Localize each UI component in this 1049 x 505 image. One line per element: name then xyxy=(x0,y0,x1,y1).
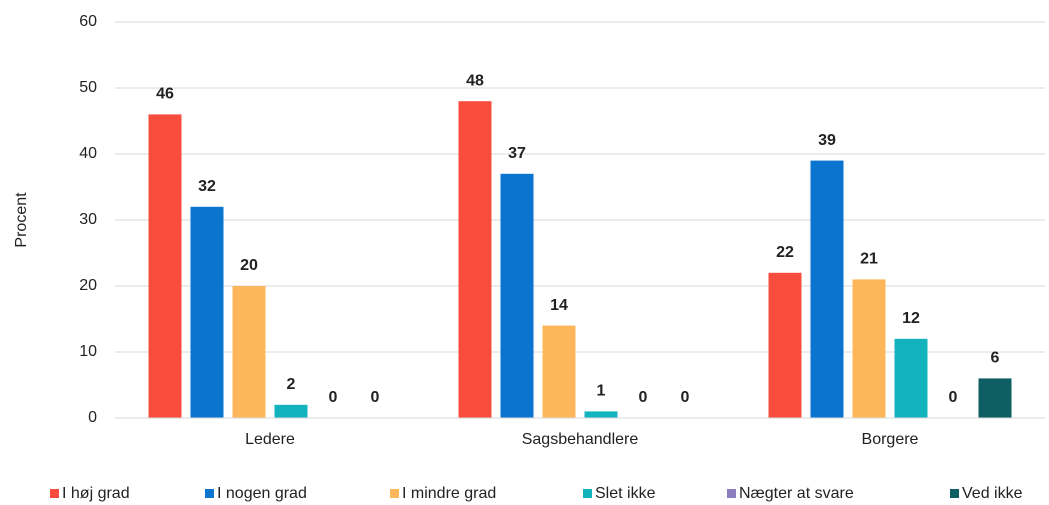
bar xyxy=(148,114,182,419)
data-label: 14 xyxy=(550,297,568,314)
y-tick-label: 10 xyxy=(79,343,97,360)
y-tick-label: 0 xyxy=(88,409,97,426)
bar xyxy=(894,338,928,418)
data-label: 22 xyxy=(776,244,794,261)
data-label: 12 xyxy=(902,310,920,327)
y-tick-label: 30 xyxy=(79,211,97,228)
y-tick-label: 60 xyxy=(79,13,97,30)
legend-marker xyxy=(583,489,592,498)
legend-label: I mindre grad xyxy=(402,485,496,502)
legend-label: I høj grad xyxy=(62,485,130,502)
legend-label: Nægter at svare xyxy=(739,485,854,502)
data-label: 0 xyxy=(949,389,958,406)
legend-marker xyxy=(205,489,214,498)
data-label: 0 xyxy=(329,389,338,406)
data-label: 0 xyxy=(681,389,690,406)
data-label: 46 xyxy=(156,86,174,103)
y-tick-label: 20 xyxy=(79,277,97,294)
x-tick-label: Borgere xyxy=(862,431,919,448)
data-label: 0 xyxy=(371,389,380,406)
data-label: 32 xyxy=(198,178,216,195)
data-label: 37 xyxy=(508,145,526,162)
bar xyxy=(500,173,534,418)
bar xyxy=(274,404,308,418)
legend-marker xyxy=(727,489,736,498)
bar xyxy=(810,160,844,418)
legend-marker xyxy=(950,489,959,498)
x-tick-label: Sagsbehandlere xyxy=(522,431,639,448)
legend-label: I nogen grad xyxy=(217,485,307,502)
bar xyxy=(542,325,576,418)
legend-marker xyxy=(390,489,399,498)
bar xyxy=(190,206,224,418)
data-label: 21 xyxy=(860,251,878,268)
bar xyxy=(458,101,492,418)
legend-marker xyxy=(50,489,59,498)
data-label: 39 xyxy=(818,132,836,149)
bar xyxy=(232,286,266,418)
data-label: 0 xyxy=(639,389,648,406)
bar xyxy=(584,411,618,418)
legend-label: Slet ikke xyxy=(595,485,656,502)
legend-label: Ved ikke xyxy=(962,485,1023,502)
data-label: 6 xyxy=(991,350,1000,367)
bar xyxy=(768,272,802,418)
data-label: 1 xyxy=(597,383,606,400)
data-label: 48 xyxy=(466,72,484,89)
y-tick-label: 50 xyxy=(79,79,97,96)
bar xyxy=(978,378,1012,418)
y-tick-label: 40 xyxy=(79,145,97,162)
data-label: 2 xyxy=(287,376,296,393)
data-label: 20 xyxy=(240,257,258,274)
y-axis-label: Procent xyxy=(13,192,30,248)
bar xyxy=(852,279,886,418)
x-tick-label: Ledere xyxy=(245,431,295,448)
